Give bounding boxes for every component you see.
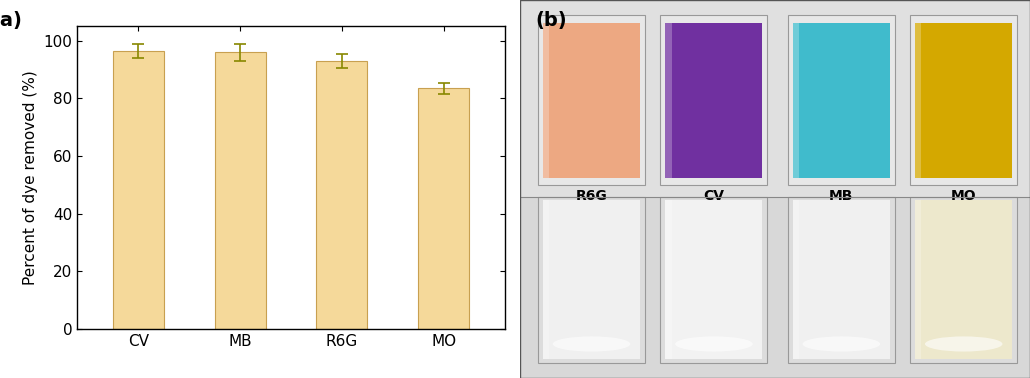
Bar [316, 61, 368, 329]
Text: MO: MO [951, 189, 976, 203]
Bar [911, 15, 1018, 185]
Bar [665, 200, 672, 359]
Bar [660, 197, 767, 363]
Bar [665, 23, 672, 178]
Text: R6G: R6G [576, 189, 608, 203]
Bar [788, 197, 895, 363]
Text: MB: MB [829, 189, 854, 203]
Bar [793, 200, 890, 359]
Bar [660, 15, 767, 185]
Bar [916, 200, 922, 359]
Bar [214, 53, 266, 329]
Y-axis label: Percent of dye removed (%): Percent of dye removed (%) [23, 70, 38, 285]
Bar [113, 51, 164, 329]
Bar [916, 23, 922, 178]
Text: (a): (a) [0, 11, 23, 30]
Text: CV: CV [703, 189, 724, 203]
Ellipse shape [802, 336, 880, 352]
Bar [418, 88, 469, 329]
Bar [793, 23, 890, 178]
Bar [520, 197, 1030, 378]
Bar [788, 15, 895, 185]
Bar [543, 23, 640, 178]
Text: (b): (b) [536, 11, 568, 30]
Bar [916, 23, 1012, 178]
Ellipse shape [553, 336, 630, 352]
Bar [911, 197, 1018, 363]
Bar [793, 23, 799, 178]
Bar [543, 200, 549, 359]
Bar [665, 200, 762, 359]
Bar [543, 23, 549, 178]
Ellipse shape [675, 336, 753, 352]
Bar [538, 15, 645, 185]
Bar [793, 200, 799, 359]
Bar [916, 200, 1012, 359]
Bar [520, 0, 1030, 197]
Bar [543, 200, 640, 359]
Ellipse shape [925, 336, 1002, 352]
Bar [538, 197, 645, 363]
Bar [665, 23, 762, 178]
